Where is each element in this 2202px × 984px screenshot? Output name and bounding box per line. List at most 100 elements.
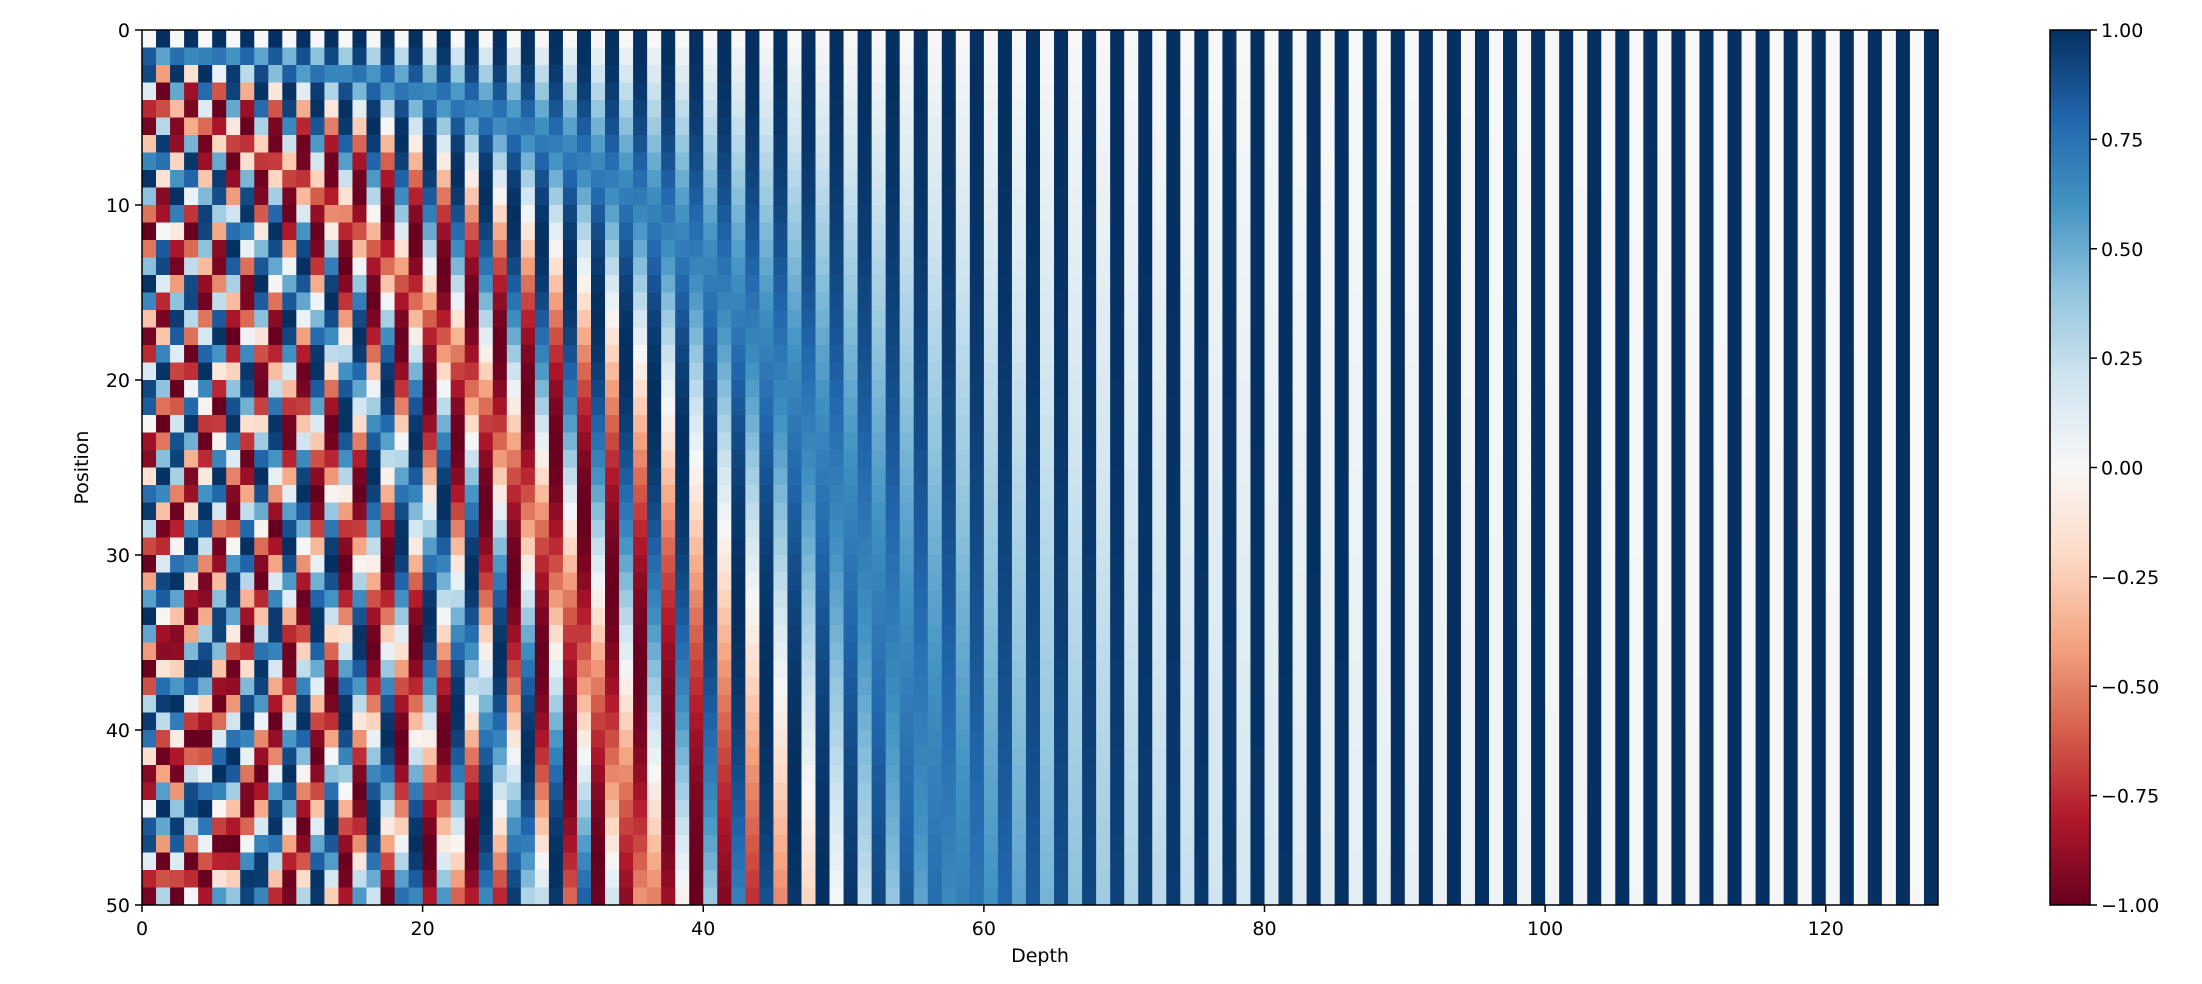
heatmap-cell <box>1404 117 1420 136</box>
heatmap-cell <box>352 257 367 276</box>
heatmap-cell <box>212 590 227 608</box>
heatmap-cell <box>142 555 157 573</box>
heatmap-cell <box>1769 205 1785 223</box>
heatmap-cell <box>1685 397 1700 416</box>
heatmap-cell <box>661 205 676 223</box>
heatmap-cell <box>955 397 971 416</box>
heatmap-cell <box>1755 520 1771 538</box>
heatmap-cell <box>142 152 157 171</box>
heatmap-cell <box>871 520 887 538</box>
heatmap-cell <box>1811 397 1827 416</box>
heatmap-cell <box>156 590 171 608</box>
heatmap-cell <box>1152 362 1167 381</box>
heatmap-cell <box>619 520 634 538</box>
heatmap-cell <box>1222 135 1237 153</box>
heatmap-cell <box>787 537 802 556</box>
heatmap-cell <box>633 695 648 713</box>
heatmap-cell <box>1671 100 1686 118</box>
heatmap-cell <box>1699 257 1714 276</box>
heatmap-cell <box>1671 397 1686 416</box>
heatmap-cell <box>1025 82 1041 101</box>
heatmap-cell <box>478 170 494 188</box>
heatmap-cell <box>1853 47 1869 66</box>
heatmap-cell <box>1853 117 1869 136</box>
heatmap-cell <box>1881 170 1897 188</box>
heatmap-cell <box>619 572 634 591</box>
heatmap-cell <box>1601 607 1616 626</box>
heatmap-cell <box>1040 572 1055 591</box>
heatmap-cell <box>745 310 760 328</box>
heatmap-cell <box>142 362 157 381</box>
heatmap-cell <box>1503 572 1518 591</box>
heatmap-cell <box>1474 572 1490 591</box>
heatmap-cell <box>1671 345 1686 363</box>
heatmap-cell <box>1769 170 1785 188</box>
heatmap-cell <box>815 677 830 696</box>
heatmap-cell <box>1503 450 1518 468</box>
heatmap-cell <box>1713 205 1728 223</box>
heatmap-cell <box>647 695 662 713</box>
heatmap-cell <box>422 485 438 503</box>
heatmap-cell <box>1054 502 1069 521</box>
heatmap-cell <box>1124 30 1139 48</box>
heatmap-cell <box>1573 240 1588 258</box>
heatmap-cell <box>955 65 971 83</box>
heatmap-cell <box>1376 397 1392 416</box>
heatmap-cell <box>1783 590 1799 608</box>
heatmap-cell <box>633 590 648 608</box>
heatmap-cell <box>576 135 592 153</box>
heatmap-cell <box>1082 660 1097 678</box>
heatmap-cell <box>1909 642 1925 661</box>
heatmap-cell <box>1376 117 1392 136</box>
heatmap-cell <box>1881 205 1897 223</box>
heatmap-cell <box>1671 642 1686 661</box>
heatmap-cell <box>619 467 634 486</box>
heatmap-cell <box>1376 695 1392 713</box>
heatmap-cell <box>1629 380 1644 398</box>
heatmap-cell <box>1460 135 1476 153</box>
heatmap-cell <box>1362 82 1378 101</box>
heatmap-cell <box>142 222 157 241</box>
heatmap-cell <box>170 397 185 416</box>
heatmap-cell <box>1587 187 1602 206</box>
heatmap-cell <box>170 310 185 328</box>
heatmap-cell <box>478 275 494 293</box>
heatmap-cell <box>226 380 241 398</box>
heatmap-cell <box>591 485 606 503</box>
heatmap-cell <box>1362 590 1378 608</box>
heatmap-cell <box>1727 205 1742 223</box>
heatmap-cell <box>212 642 227 661</box>
heatmap-cell <box>464 345 480 363</box>
heatmap-cell <box>1853 135 1869 153</box>
heatmap-cell <box>296 380 311 398</box>
heatmap-cell <box>1292 642 1307 661</box>
heatmap-cell <box>731 572 746 591</box>
heatmap-cell <box>1068 572 1083 591</box>
heatmap-cell <box>913 275 929 293</box>
heatmap-cell <box>506 187 522 206</box>
heatmap-cell <box>1250 590 1265 608</box>
heatmap-cell <box>324 187 339 206</box>
heatmap-cell <box>1559 30 1574 48</box>
heatmap-cell <box>1601 135 1616 153</box>
heatmap-cell <box>282 100 297 118</box>
heatmap-cell <box>576 292 592 311</box>
heatmap-cell <box>1418 607 1434 626</box>
heatmap-cell <box>142 415 157 433</box>
heatmap-cell <box>1587 642 1602 661</box>
heatmap-cell <box>1082 572 1097 591</box>
heatmap-cell <box>1446 625 1462 643</box>
heatmap-cell <box>1264 310 1279 328</box>
heatmap-cell <box>1334 590 1350 608</box>
heatmap-cell <box>170 222 185 241</box>
heatmap-cell <box>464 590 480 608</box>
heatmap-cell <box>829 450 844 468</box>
heatmap-cell <box>983 607 999 626</box>
heatmap-cell <box>1166 30 1181 48</box>
heatmap-cell <box>1741 415 1756 433</box>
heatmap-cell <box>591 82 606 101</box>
heatmap-cell <box>296 432 311 451</box>
heatmap-cell <box>703 117 718 136</box>
heatmap-cell <box>1839 572 1855 591</box>
